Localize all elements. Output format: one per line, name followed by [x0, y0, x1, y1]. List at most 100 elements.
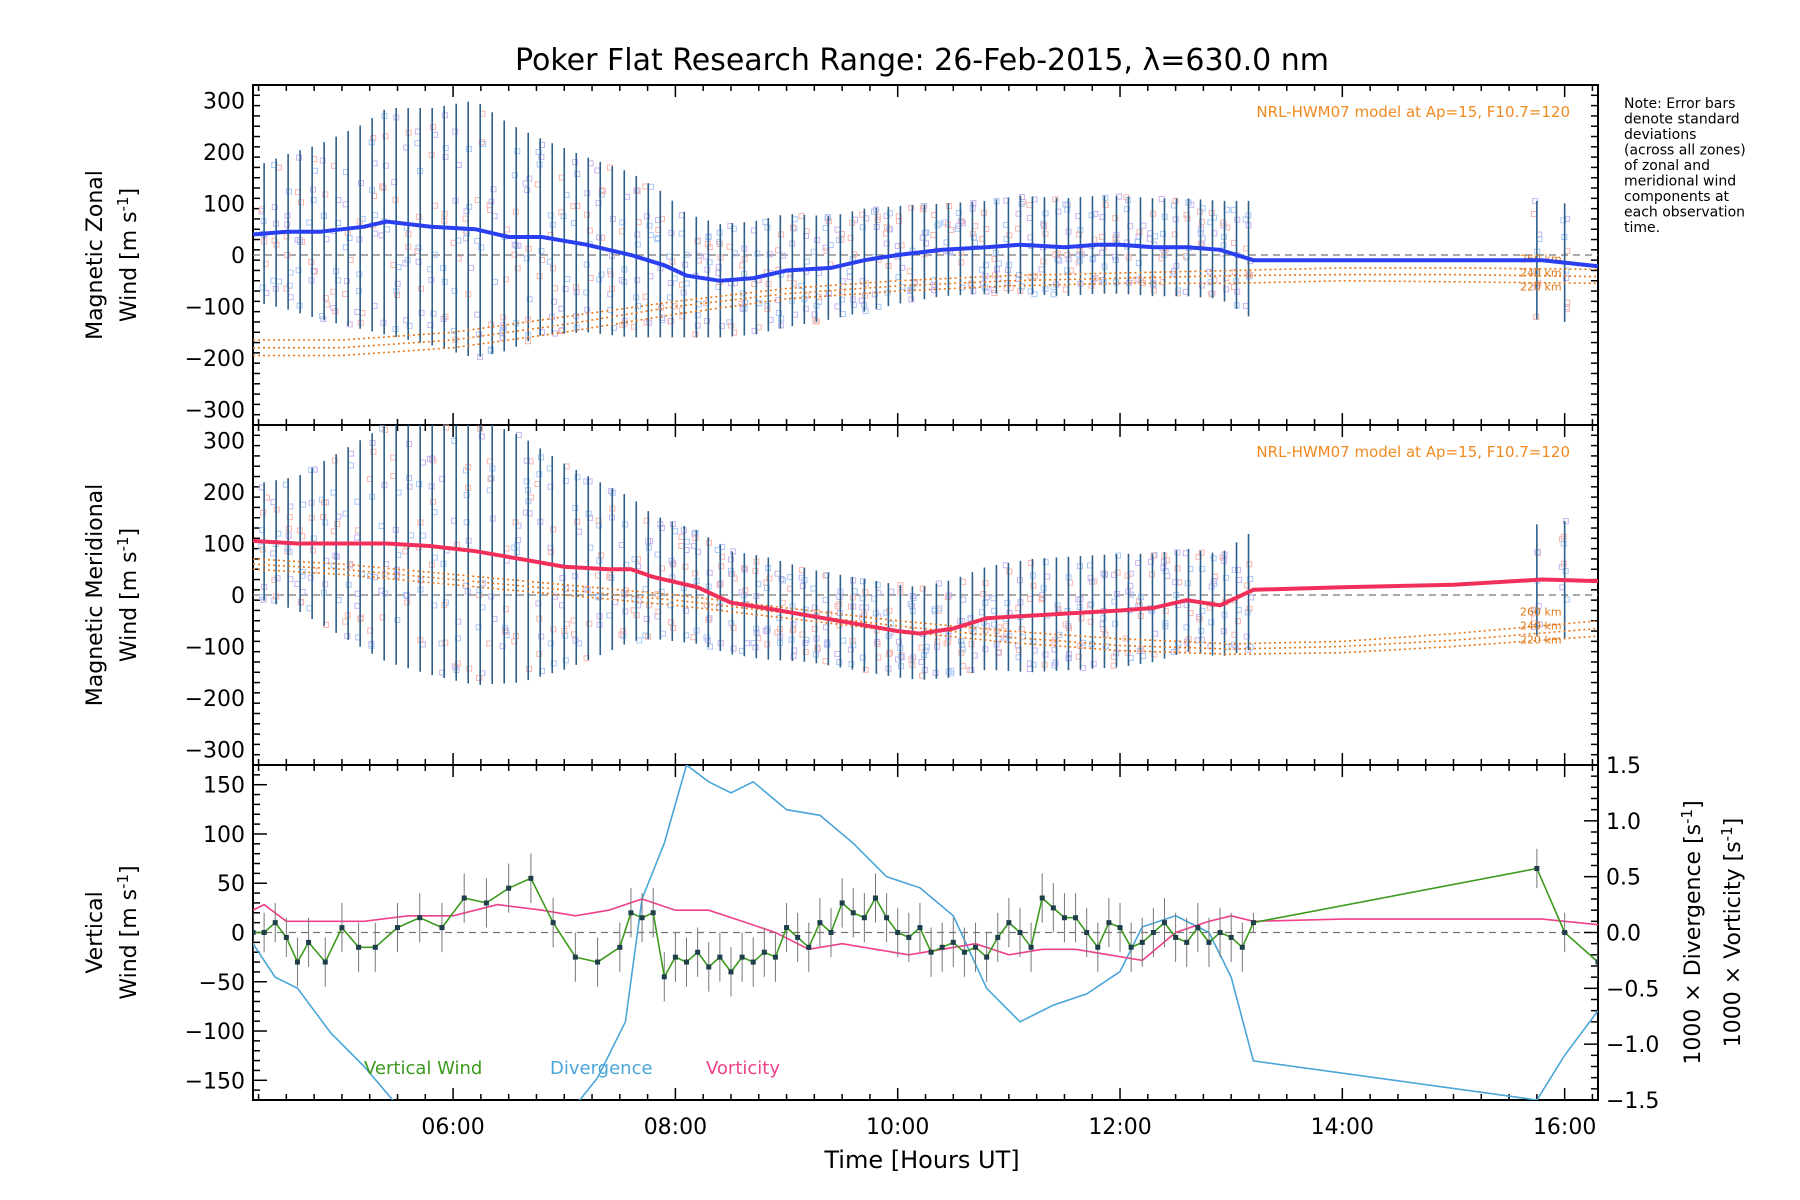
scatter-point — [550, 626, 557, 633]
scatter-point — [1052, 196, 1059, 203]
scatter-point — [643, 213, 650, 220]
scatter-point — [643, 615, 650, 622]
scatter-point — [307, 574, 314, 581]
y-tick-label: 100 — [203, 192, 245, 217]
scatter-point — [930, 232, 937, 239]
vertical-wind-point — [1161, 920, 1167, 926]
scatter-point — [811, 311, 818, 318]
scatter-point — [715, 263, 722, 270]
scatter-point — [766, 575, 773, 582]
scatter-point — [1535, 280, 1542, 287]
scatter-point — [1038, 266, 1045, 273]
scatter-point — [1042, 210, 1049, 217]
scatter-point — [476, 674, 483, 681]
scatter-point — [547, 640, 554, 647]
scatter-point — [1124, 572, 1131, 579]
scatter-point — [1006, 262, 1013, 269]
scatter-point — [1560, 217, 1567, 224]
scatter-point — [895, 638, 902, 645]
scatter-point — [319, 157, 326, 164]
scatter-point — [910, 594, 917, 601]
scatter-point — [690, 634, 697, 641]
y-tick-label: −100 — [185, 1020, 245, 1045]
y-tick-label: −300 — [185, 739, 245, 764]
scatter-point — [766, 251, 773, 258]
y-tick-label: 0 — [231, 584, 245, 609]
y2-tick-label: −0.5 — [1606, 977, 1659, 1002]
scatter-point — [934, 222, 941, 229]
scatter-point — [442, 313, 449, 320]
y-tick-label: −50 — [199, 971, 245, 996]
scatter-point — [960, 596, 967, 603]
scatter-point — [634, 556, 641, 563]
vertical-wind-point — [884, 915, 890, 921]
y2-tick-label: 0.0 — [1606, 922, 1641, 947]
scatter-point — [463, 492, 470, 499]
scatter-point — [463, 519, 470, 526]
scatter-point — [442, 639, 449, 646]
scatter-point — [970, 629, 977, 636]
scatter-point — [454, 660, 461, 667]
scatter-point — [775, 309, 782, 316]
scatter-point — [348, 462, 355, 469]
vertical-wind-point — [861, 915, 867, 921]
scatter-point — [474, 237, 481, 244]
scatter-point — [382, 133, 389, 140]
scatter-point — [502, 628, 509, 635]
scatter-point — [574, 171, 581, 178]
scatter-point — [1184, 215, 1191, 222]
scatter-point — [1056, 257, 1063, 264]
scatter-point — [583, 655, 590, 662]
scatter-point — [1211, 214, 1218, 221]
vertical-wind-point — [528, 875, 534, 881]
vertical-wind-point — [1139, 939, 1145, 945]
model-label: NRL-HWM07 model at Ap=15, F10.7=120 — [1256, 443, 1570, 461]
scatter-point — [1247, 272, 1254, 279]
right-axis-label-vorticity: 1000 × Vorticity [s-1] — [1718, 818, 1746, 1047]
scatter-point — [1042, 285, 1049, 292]
scatter-point — [538, 454, 545, 461]
scatter-point — [1040, 258, 1047, 265]
vertical-wind-point — [322, 959, 328, 965]
scatter-point — [1040, 220, 1047, 227]
scatter-point — [308, 466, 315, 473]
scatter-point — [298, 199, 305, 206]
scatter-point — [1152, 630, 1159, 637]
scatter-point — [1160, 230, 1167, 237]
scatter-point — [620, 628, 627, 635]
scatter-point — [898, 242, 905, 249]
scatter-point — [490, 186, 497, 193]
scatter-point — [1531, 211, 1538, 218]
scatter-point — [862, 307, 869, 314]
scatter-point — [764, 224, 771, 231]
note-line: denote standard — [1624, 112, 1740, 128]
y-axis-label-line2: Wind [m s-1] — [114, 528, 142, 662]
scatter-point — [1114, 569, 1121, 576]
y-tick-label: −200 — [185, 347, 245, 372]
scatter-point — [480, 140, 487, 147]
scatter-point — [744, 640, 751, 647]
vertical-wind-point — [1006, 920, 1012, 926]
vertical-wind-point — [995, 934, 1001, 940]
scatter-point — [860, 578, 867, 585]
legend-divergence: Divergence — [550, 1058, 653, 1079]
scatter-point — [960, 578, 967, 585]
scatter-point — [586, 227, 593, 234]
scatter-point — [1088, 212, 1095, 219]
scatter-point — [308, 258, 315, 265]
scatter-point — [814, 236, 821, 243]
model-line-220km — [252, 568, 1599, 656]
scatter-point — [1064, 267, 1071, 274]
scatter-point — [822, 658, 829, 665]
scatter-point — [1115, 552, 1122, 559]
scatter-point — [515, 431, 522, 438]
scatter-point — [836, 601, 843, 608]
scatter-point — [310, 267, 317, 274]
scatter-point — [584, 190, 591, 197]
scatter-point — [430, 310, 437, 317]
scatter-point — [728, 556, 735, 563]
scatter-point — [834, 650, 841, 657]
scatter-point — [1075, 231, 1082, 238]
scatter-point — [1018, 201, 1025, 208]
scatter-point — [874, 640, 881, 647]
